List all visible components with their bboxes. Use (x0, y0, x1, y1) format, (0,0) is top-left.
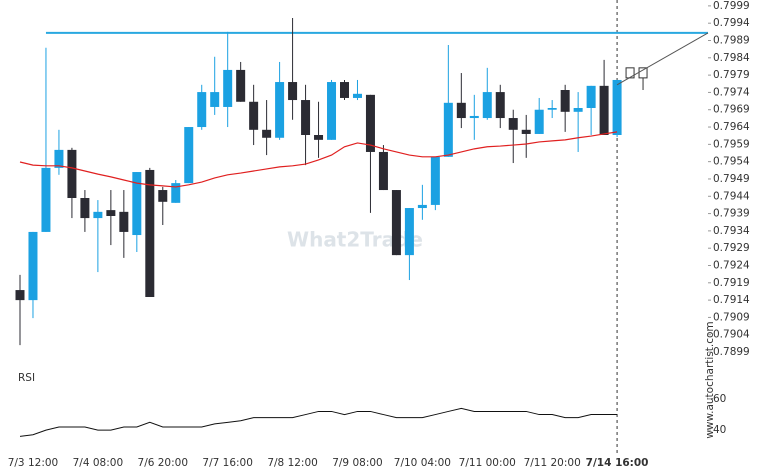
forecast-body (625, 67, 635, 79)
candle-body (495, 92, 505, 119)
source: www.autochartist.com (704, 321, 716, 438)
candle-body (586, 85, 596, 108)
candle-body (469, 115, 479, 119)
candle-body (80, 198, 90, 219)
candle-body (210, 92, 220, 107)
candle-body (443, 102, 453, 157)
x-tick-label: 7/11 00:00 (459, 457, 516, 469)
candle-body (327, 82, 337, 140)
y-tick-label: 0.7899 (713, 346, 750, 358)
candle-body (560, 90, 570, 112)
x-tick-label: 7/4 08:00 (73, 457, 124, 469)
y-tick-label: 0.7969 (713, 104, 750, 116)
x-tick-label: 7/3 12:00 (8, 457, 59, 469)
candle-body (249, 101, 259, 130)
candle-body (145, 169, 155, 297)
rsi-line (19, 407, 618, 437)
y-tick-label: 0.7939 (713, 208, 750, 220)
x-tick-label: 7/10 04:00 (394, 457, 451, 469)
y-tick-label: 0.7964 (713, 121, 750, 133)
x-tick-label: 7/11 20:00 (524, 457, 581, 469)
rsi-label: RSI (18, 372, 35, 384)
candle-body (93, 211, 103, 219)
candle-body (171, 183, 181, 203)
candle-body (430, 156, 440, 205)
candle-body (197, 92, 207, 128)
candle-body (262, 129, 272, 138)
candle-body (223, 69, 233, 107)
candle-body (456, 102, 466, 119)
y-tick-label: 0.7979 (713, 69, 750, 81)
y-tick-label: 0.7959 (713, 138, 750, 150)
x-tick-label: 7/14 16:00 (586, 457, 649, 469)
candle-body (612, 79, 622, 135)
y-tick-label: 0.7994 (713, 17, 750, 29)
y-tick-label: 0.7999 (713, 0, 750, 12)
candle-body (275, 82, 285, 138)
forecast-body (638, 67, 648, 79)
y-tick-label: 0.7989 (713, 35, 750, 47)
candle-body (378, 151, 388, 191)
y-tick-label: 0.7949 (713, 173, 750, 185)
candle-body (534, 109, 544, 134)
candle-body (314, 135, 324, 140)
candle-body (352, 93, 362, 98)
candle-body (54, 149, 64, 168)
y-tick-label: 0.7984 (713, 52, 750, 64)
x-tick-label: 7/8 12:00 (267, 457, 318, 469)
rsi-tick-label: 60 (713, 393, 726, 405)
candle-body (404, 208, 414, 256)
y-tick-label: 0.7944 (713, 190, 750, 202)
rsi-tick-label: 40 (713, 424, 726, 436)
y-tick-label: 0.7909 (713, 311, 750, 323)
candle-body (301, 100, 311, 135)
candle-body (365, 94, 375, 152)
candle-body (158, 190, 168, 202)
candle-body (132, 172, 142, 236)
candle-body (340, 82, 349, 98)
candle-body (508, 118, 518, 130)
candle-body (521, 129, 531, 134)
moving-average (19, 131, 618, 188)
candle-body (119, 211, 129, 232)
y-tick-label: 0.7974 (713, 86, 750, 98)
forecast-line (616, 32, 709, 86)
y-tick-label: 0.7929 (713, 242, 750, 254)
y-tick-label: 0.7919 (713, 277, 750, 289)
y-tick-label: 0.7914 (713, 294, 750, 306)
candle-body (482, 92, 492, 119)
candle-body (417, 204, 427, 209)
y-tick-label: 0.7954 (713, 156, 750, 168)
x-tick-label: 7/6 20:00 (138, 457, 189, 469)
y-tick-label: 0.7904 (713, 329, 750, 341)
candle-body (41, 167, 51, 232)
candle-body (106, 210, 116, 216)
candle-body (15, 290, 25, 301)
candle-body (288, 82, 298, 101)
candle-body (184, 127, 194, 184)
y-tick-label: 0.7924 (713, 260, 750, 272)
candle-body (391, 190, 401, 256)
candle-body (599, 85, 609, 135)
watermark: What2Trade (287, 228, 423, 252)
candle-body (573, 108, 583, 112)
candle-body (547, 108, 557, 110)
candle-body (67, 149, 77, 198)
candle-body (236, 69, 246, 102)
candle-body (28, 231, 38, 301)
x-tick-label: 7/7 16:00 (202, 457, 253, 469)
y-tick-label: 0.7934 (713, 225, 750, 237)
x-tick-label: 7/9 08:00 (332, 457, 383, 469)
